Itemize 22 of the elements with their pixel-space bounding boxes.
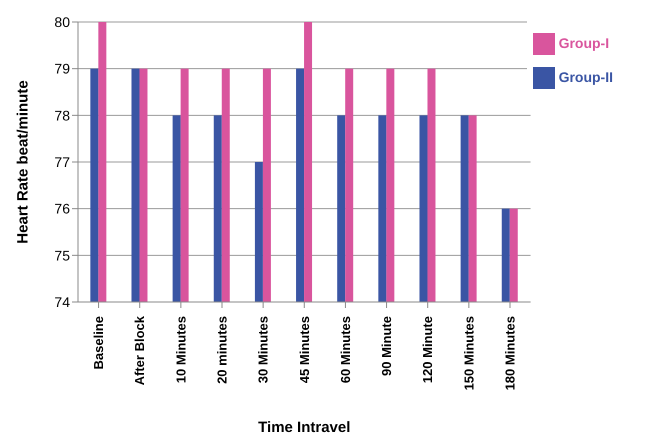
x-tick-label: 150 Minutes: [461, 316, 476, 390]
x-tick-label: 90 Minute: [379, 316, 394, 376]
x-axis-title: Time Intravel: [258, 419, 350, 436]
x-tick-label: 30 Minutes: [256, 316, 271, 384]
x-tick-label: 10 Minutes: [173, 316, 188, 384]
legend-label: Group-I: [558, 35, 610, 51]
y-tick-label: 74: [54, 294, 70, 310]
y-tick-label: 75: [54, 247, 70, 264]
x-tick-label: 20 minutes: [214, 316, 230, 384]
y-tick-label: 76: [54, 200, 70, 217]
x-tick-label: 180 Minutes: [502, 316, 518, 390]
y-axis-title: Heart Rate beat/minute: [14, 80, 32, 244]
y-tick-label: 79: [54, 60, 70, 77]
y-tick-label: 78: [54, 107, 70, 124]
x-tick-label: After Block: [132, 315, 148, 386]
legend-label: Group-II: [558, 69, 613, 85]
x-tick-label: 45 Minutes: [296, 316, 312, 384]
x-tick-label: 120 Minute: [420, 316, 436, 384]
x-tick-label: Baseline: [91, 316, 106, 370]
y-tick-label: 80: [54, 14, 70, 30]
y-tick-label: 77: [54, 154, 70, 170]
x-tick-label: 60 Minutes: [338, 316, 353, 384]
